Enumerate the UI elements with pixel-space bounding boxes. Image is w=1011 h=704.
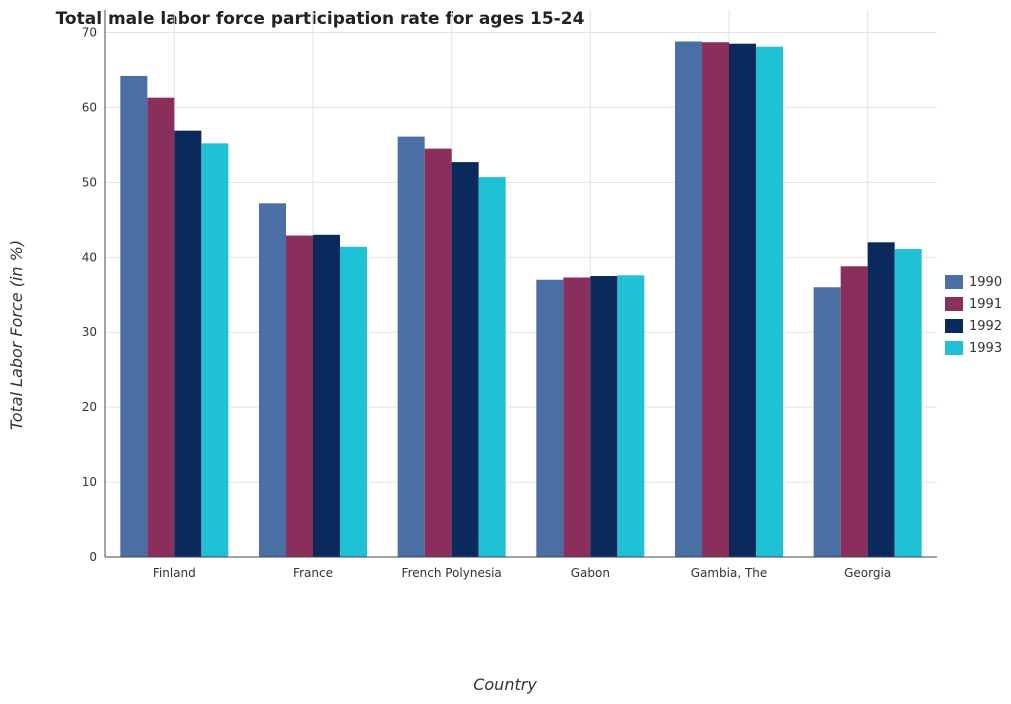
bar-1990 xyxy=(259,203,286,557)
bar-1990 xyxy=(536,279,564,557)
bar-1992 xyxy=(867,242,895,558)
bar-1991 xyxy=(840,266,868,557)
chart-title: Total male labor force participation rat… xyxy=(56,9,585,29)
bar-1993 xyxy=(201,143,229,557)
bar-1991 xyxy=(563,277,591,557)
y-tick-label: 60 xyxy=(82,100,97,114)
bar-1991 xyxy=(424,148,452,557)
bar-1990 xyxy=(675,41,702,557)
x-tick-label: Finland xyxy=(153,566,196,580)
y-axis-label: Total Labor Force (in %) xyxy=(7,240,26,430)
bar-1990 xyxy=(813,287,841,557)
x-tick-label: Gambia, The xyxy=(691,566,768,580)
bar-1991 xyxy=(286,235,313,558)
x-tick-label: French Polynesia xyxy=(402,566,502,580)
bars xyxy=(120,41,922,558)
bar-1992 xyxy=(451,162,479,557)
legend-swatch xyxy=(945,319,963,333)
y-tick-label: 50 xyxy=(82,175,97,189)
y-tick-label: 30 xyxy=(82,325,97,339)
bar-1993 xyxy=(340,246,367,557)
bar-1990 xyxy=(397,136,425,557)
axes: 0 10 20 30 40 50 60 70 Finland France French Polyn… xyxy=(82,10,937,580)
x-tick-label: Gabon xyxy=(571,566,610,580)
legend-label: 1992 xyxy=(969,319,1002,334)
legend-label: 1990 xyxy=(969,275,1002,290)
bar-1992 xyxy=(313,234,340,557)
bar-1992 xyxy=(174,130,202,558)
x-axis-label: Country xyxy=(473,675,537,694)
y-tick-label: 70 xyxy=(82,25,97,39)
x-tick-label: France xyxy=(293,566,333,580)
bar-1992 xyxy=(729,43,756,557)
bar-1990 xyxy=(120,75,148,557)
bar-1993 xyxy=(478,177,506,557)
bar-1993 xyxy=(756,46,783,558)
y-tick-label: 10 xyxy=(82,475,97,489)
gridlines xyxy=(105,10,937,558)
bar-1993 xyxy=(617,275,645,557)
bar-1991 xyxy=(702,42,729,558)
bar-1991 xyxy=(147,97,175,557)
legend-label: 1991 xyxy=(969,297,1002,312)
bar-1992 xyxy=(590,276,618,557)
x-tick-label: Georgia xyxy=(844,566,891,580)
legend-label: 1993 xyxy=(969,341,1002,356)
y-tick-label: 40 xyxy=(82,250,97,264)
bar-1993 xyxy=(894,249,922,558)
y-tick-label: 20 xyxy=(82,400,97,414)
legend-swatch xyxy=(945,275,963,289)
legend: 1990 1991 1992 1993 xyxy=(945,275,1002,356)
y-tick-label: 0 xyxy=(89,550,97,564)
legend-swatch xyxy=(945,341,963,355)
legend-swatch xyxy=(945,297,963,311)
